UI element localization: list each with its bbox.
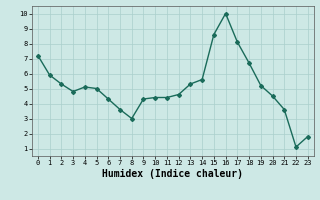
X-axis label: Humidex (Indice chaleur): Humidex (Indice chaleur): [102, 169, 243, 179]
